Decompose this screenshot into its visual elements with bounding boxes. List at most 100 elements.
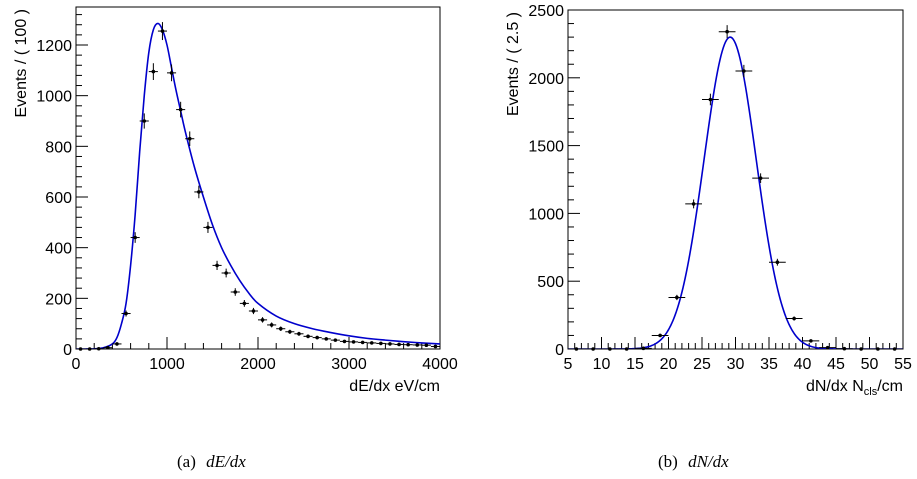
- panel-a-dedx-chart: 0 1000 2000 3000 4000 0 200 400 600 800 1000 1200 dE…: [13, 6, 458, 395]
- y-tick-label: 1000: [36, 89, 72, 106]
- data-point: [635, 346, 652, 351]
- x-tick-label: 4000: [422, 356, 458, 373]
- data-point: [303, 334, 313, 339]
- y-tick-label: 1200: [36, 38, 72, 55]
- point-marker: [792, 316, 796, 321]
- y-tick-label: 500: [537, 274, 564, 291]
- point-marker: [324, 337, 329, 341]
- x-tick-label: 2000: [240, 356, 276, 373]
- point-marker: [178, 107, 183, 112]
- plot-frame: [567, 9, 904, 350]
- data-point: [130, 232, 140, 243]
- x-tick-label: 50: [861, 356, 879, 373]
- point-marker: [775, 260, 780, 265]
- point-marker: [342, 339, 347, 344]
- point-marker: [142, 119, 147, 123]
- point-marker: [87, 347, 92, 351]
- data-point: [651, 333, 669, 338]
- data-point: [802, 339, 820, 343]
- point-marker: [758, 176, 763, 180]
- point-marker: [115, 342, 119, 346]
- data-point: [718, 25, 736, 39]
- point-marker: [251, 309, 256, 313]
- caption-a-label: (a): [177, 452, 196, 471]
- point-marker: [306, 334, 310, 339]
- x-tick-label: 35: [760, 356, 778, 373]
- data-point: [367, 341, 377, 345]
- data-point: [886, 347, 903, 351]
- data-point: [349, 340, 359, 344]
- point-marker: [242, 301, 247, 306]
- point-marker: [379, 341, 383, 346]
- caption-a: (a) dE/dx: [177, 452, 246, 471]
- point-marker: [206, 225, 210, 230]
- point-marker: [842, 346, 847, 351]
- data-point: [285, 329, 295, 334]
- point-marker: [233, 290, 238, 294]
- data-point: [121, 310, 131, 317]
- data-point: [601, 347, 619, 351]
- point-marker: [297, 332, 301, 336]
- data-point: [785, 316, 803, 321]
- data-point: [819, 345, 836, 350]
- data-point: [212, 260, 222, 271]
- data-point: [836, 346, 853, 351]
- y-axis-title: Events / ( 2.5 ): [505, 12, 522, 116]
- point-marker: [360, 340, 365, 345]
- point-marker: [624, 347, 629, 351]
- caption-b-math: dN/dx: [688, 452, 729, 471]
- data-point: [258, 317, 268, 323]
- point-marker: [96, 346, 101, 351]
- point-marker: [78, 347, 83, 351]
- x-axis-title: dN/dx Ncls/cm: [806, 378, 903, 398]
- data-point: [248, 307, 258, 315]
- caption-a-math: dE/dx: [206, 452, 246, 471]
- x-tick-label: 20: [660, 356, 678, 373]
- x-tick-label: 3000: [331, 356, 367, 373]
- x-tick-label: 25: [693, 356, 711, 373]
- data-point: [239, 300, 249, 307]
- data-point: [221, 268, 231, 278]
- point-marker: [691, 202, 696, 206]
- data-point: [339, 339, 349, 344]
- x-tick-label: 5: [564, 356, 573, 373]
- y-tick-label: 600: [45, 190, 72, 207]
- data-point: [185, 131, 195, 147]
- fit-curve: [76, 22, 440, 349]
- y-tick-label: 0: [63, 342, 72, 359]
- point-marker: [658, 333, 662, 338]
- point-marker: [825, 345, 830, 350]
- data-point: [618, 347, 635, 351]
- data-point: [668, 294, 686, 301]
- point-marker: [269, 323, 274, 327]
- point-marker: [876, 347, 880, 351]
- caption-b-label: (b): [658, 452, 678, 471]
- data-point: [685, 199, 702, 209]
- point-marker: [333, 338, 338, 342]
- point-marker: [809, 339, 813, 343]
- x-tick-label: 45: [827, 356, 845, 373]
- data-point: [735, 64, 753, 78]
- point-marker: [351, 340, 356, 344]
- y-tick-label: 2500: [528, 3, 564, 20]
- y-tick-label: 0: [555, 342, 564, 359]
- data-point: [276, 326, 286, 331]
- data-point: [148, 63, 158, 80]
- data-point: [752, 173, 769, 183]
- data-point: [85, 347, 95, 351]
- data-point: [430, 344, 440, 349]
- data-point: [76, 347, 86, 351]
- point-marker: [859, 347, 863, 351]
- point-marker: [260, 318, 265, 322]
- data-point: [176, 101, 186, 118]
- data-point: [203, 221, 213, 233]
- point-marker: [315, 335, 319, 340]
- y-tick-label: 200: [45, 291, 72, 308]
- data-point: [157, 22, 167, 41]
- x-axis-title: dE/dx eV/cm: [349, 378, 440, 395]
- panel-b-dndx-chart: 5 10 15 20 25 30 35 40 45 50 55 0 500 1000 1500 2000 250…: [505, 3, 912, 398]
- y-axis-title: Events / ( 100 ): [13, 9, 30, 118]
- plot-frame: [75, 6, 441, 350]
- data-point: [194, 185, 204, 199]
